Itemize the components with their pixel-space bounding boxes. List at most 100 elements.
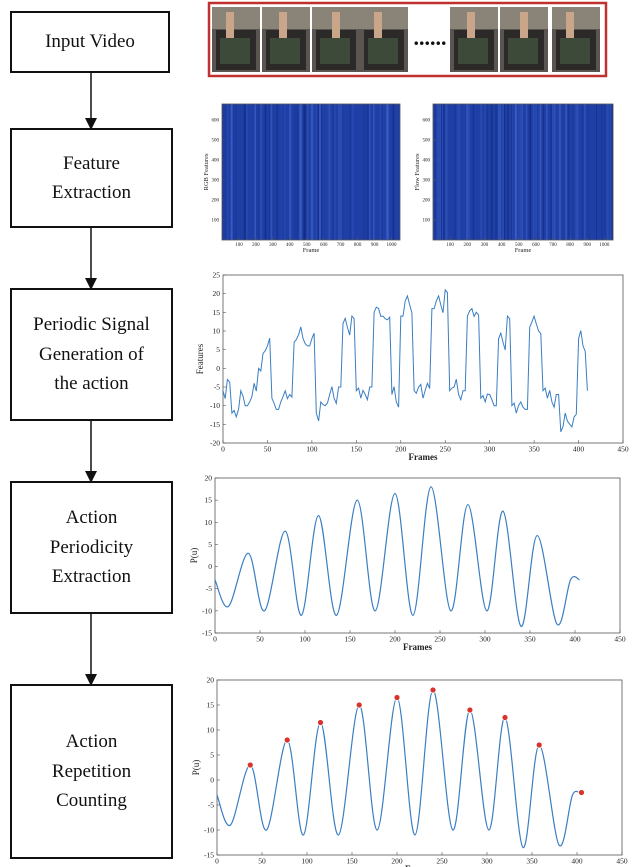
y-tick-label: 300: [423, 179, 431, 184]
heatmap-stripe: [445, 104, 448, 240]
heatmap-stripe: [317, 104, 320, 240]
heatmap-stripe: [364, 104, 366, 240]
y-tick-label: 0: [208, 562, 212, 571]
x-tick-label: 150: [346, 857, 358, 866]
heatmap-stripe: [468, 104, 470, 240]
heatmap-stripe: [319, 104, 321, 240]
heatmap-stripe: [499, 104, 502, 240]
y-tick-label: 600: [423, 119, 431, 124]
heatmap-stripe: [373, 104, 375, 240]
heatmap-stripe: [502, 104, 504, 240]
heatmap-stripe: [251, 104, 254, 240]
heatmap-stripe: [438, 104, 441, 240]
y-tick-label: 10: [205, 518, 213, 527]
heatmap-stripe: [441, 104, 444, 240]
heatmap-cells: [433, 104, 614, 240]
heatmap-stripe: [529, 104, 532, 240]
y-tick-label: -5: [206, 584, 212, 593]
heatmap-stripe: [393, 104, 395, 240]
y-axis-label: Features: [195, 343, 205, 374]
step-label-line: Action: [65, 507, 118, 529]
heatmap-stripe: [392, 104, 394, 240]
heatmap-stripe: [550, 104, 552, 240]
heatmap-stripe: [493, 104, 496, 240]
x-tick-label: 0: [215, 857, 219, 866]
heatmap-stripe: [493, 104, 496, 240]
heatmap-stripe: [341, 104, 344, 240]
periodicity-chart: 0 50 100 150 200 250 300 350 400 450 -15 -10 -5 0 5 10 1…: [189, 474, 626, 653]
plot-frame: [432, 103, 614, 241]
x-tick-label: 150: [344, 635, 356, 644]
heatmap-stripe: [539, 104, 542, 240]
x-axis-label: Frames: [409, 452, 438, 462]
step-label-line: Repetition: [51, 760, 132, 782]
heatmap-stripe: [352, 104, 354, 240]
heatmap-stripe: [485, 104, 488, 240]
heatmap-stripe: [326, 104, 328, 240]
heatmap-stripe: [485, 104, 488, 240]
heatmap-stripe: [366, 104, 369, 240]
heatmap-stripe: [386, 104, 389, 240]
heatmap-stripe: [565, 104, 568, 240]
x-axis-label: Frame: [303, 247, 320, 254]
y-tick-label: 20: [213, 289, 221, 298]
heatmap-stripe: [503, 104, 506, 240]
x-tick-label: 450: [614, 635, 626, 644]
heatmap-stripe: [522, 104, 524, 240]
y-tick-label: 400: [212, 159, 220, 164]
heatmap-stripe: [559, 104, 561, 240]
x-tick-label: 250: [434, 635, 446, 644]
y-tick-label: 500: [212, 139, 220, 144]
x-tick-label: 50: [258, 857, 266, 866]
peak-marker: [393, 694, 401, 701]
heatmap-stripe: [280, 104, 282, 240]
x-tick-label: 400: [569, 635, 581, 644]
heatmap-stripe: [235, 104, 237, 240]
x-tick-label: 400: [573, 445, 585, 454]
heatmap-stripe: [545, 104, 548, 240]
x-tick-label: 400: [286, 243, 294, 248]
y-tick-label: -20: [210, 439, 220, 448]
heatmap-stripe: [225, 104, 228, 240]
y-tick-label: 15: [207, 701, 215, 710]
heatmap-stripe: [584, 104, 586, 240]
heatmap-stripe: [307, 104, 308, 240]
heatmap-stripe: [303, 104, 305, 240]
heatmap-stripe: [338, 104, 341, 240]
x-tick-label: 100: [301, 857, 313, 866]
x-tick-label: 800: [566, 243, 574, 248]
peak-marker: [283, 736, 291, 744]
x-tick-label: 900: [371, 243, 379, 248]
y-tick-label: 200: [423, 199, 431, 204]
heatmap-stripe: [495, 104, 498, 240]
x-tick-label: 450: [616, 857, 628, 866]
y-tick-label: 200: [212, 199, 220, 204]
heatmap-stripe: [571, 104, 573, 240]
heatmap-stripe: [454, 104, 456, 240]
plot-frame: [222, 274, 624, 444]
heatmap-stripe: [534, 104, 536, 240]
y-tick-label: -10: [204, 826, 214, 835]
heatmap-stripe: [309, 104, 311, 240]
heatmap-stripe: [528, 104, 530, 240]
peak-marker: [501, 714, 509, 721]
x-tick-label: 300: [481, 243, 489, 248]
step-label-line: Counting: [56, 790, 127, 812]
heatmap-stripe: [582, 104, 584, 240]
heatmap-cells: [222, 104, 400, 240]
heatmap-stripe: [553, 104, 556, 240]
heatmap-stripe: [515, 104, 518, 240]
feature-signal-chart: 0 50 100 150 200 250 300 350 400 450 -20 -15 -10 -5 0 5…: [195, 271, 629, 463]
heatmap-stripe: [246, 104, 248, 240]
x-tick-label: 350: [526, 857, 538, 866]
heatmap-stripe: [567, 104, 570, 240]
y-tick-label: -10: [210, 401, 220, 410]
heatmap-stripe: [520, 104, 523, 240]
heatmap-stripe: [496, 104, 498, 240]
heatmap-stripe: [328, 104, 330, 240]
x-tick-label: 700: [337, 243, 345, 248]
peak-marker: [466, 706, 474, 714]
heatmap-stripe: [224, 104, 226, 240]
heatmap-stripe: [510, 104, 512, 240]
y-tick-label: 100: [423, 219, 431, 224]
